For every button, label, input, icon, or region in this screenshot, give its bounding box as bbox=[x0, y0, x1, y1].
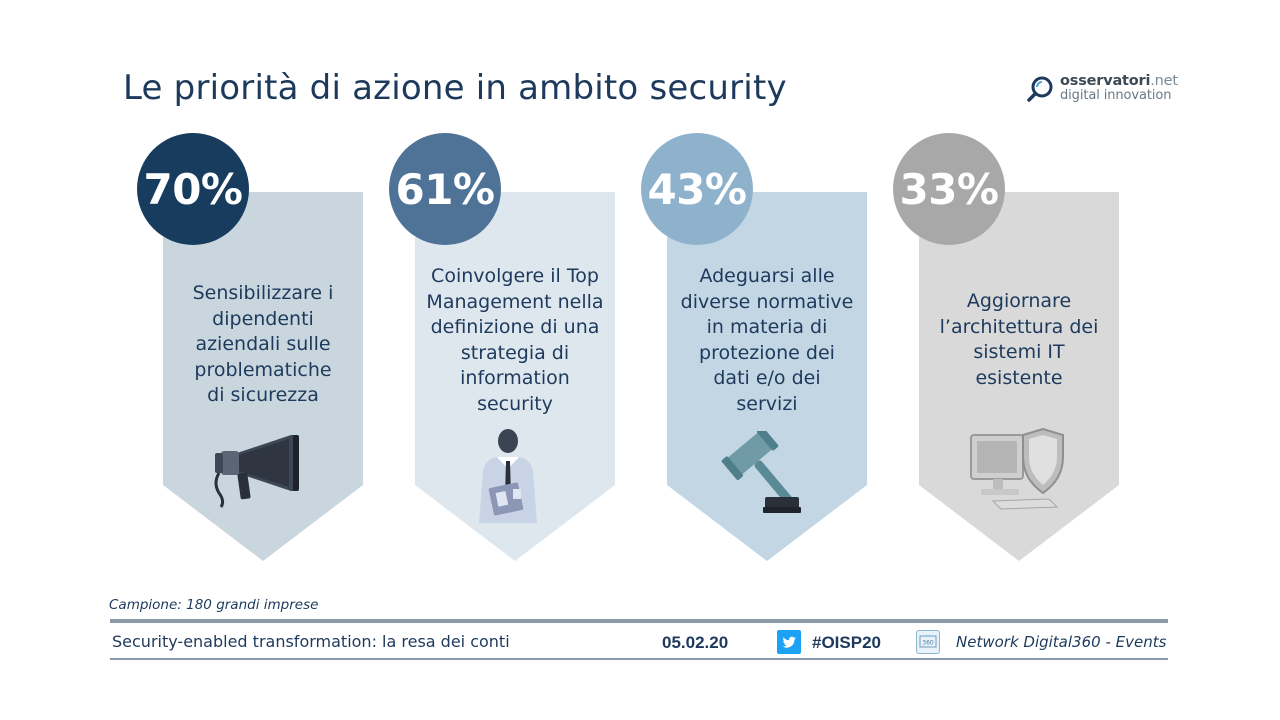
card-description: Adeguarsi alle diverse normative in mate… bbox=[667, 264, 867, 417]
osservatori-logo: osservatori.net digital innovation bbox=[1026, 73, 1178, 105]
card-line: Aggiornare bbox=[966, 290, 1072, 312]
twitter-icon bbox=[777, 630, 801, 654]
logo-name-suffix: .net bbox=[1150, 73, 1178, 89]
priority-card-2: 61% Coinvolgere il Top Management nella … bbox=[389, 133, 649, 565]
card-line: dati e/o dei bbox=[713, 367, 821, 389]
shield-computer-icon bbox=[970, 427, 1064, 510]
percent-circle: 33% bbox=[893, 133, 1005, 245]
card-line: protezione dei bbox=[699, 341, 835, 364]
percent-circle: 61% bbox=[389, 133, 501, 245]
card-line: Management nella bbox=[426, 290, 604, 313]
network-digital360-icon: 360 bbox=[916, 630, 940, 654]
priority-card-4: 33% Aggiornare l’architettura dei sistem… bbox=[893, 133, 1153, 565]
card-line: servizi bbox=[736, 392, 798, 415]
card-line: strategia di bbox=[460, 341, 570, 364]
card-line: aziendali sulle bbox=[195, 333, 331, 355]
logo-name: osservatori.net bbox=[1060, 73, 1178, 89]
logo-tagline: digital innovation bbox=[1060, 88, 1172, 103]
card-description: Aggiornare l’architettura dei sistemi IT… bbox=[919, 289, 1119, 391]
businessman-icon bbox=[479, 429, 537, 523]
card-line: definizione di una bbox=[430, 316, 600, 338]
megaphone-icon bbox=[214, 435, 299, 508]
card-line: in materia di bbox=[706, 316, 828, 338]
network-label: Network Digital360 - Events bbox=[956, 633, 1167, 651]
card-line: Adeguarsi alle bbox=[699, 265, 835, 287]
card-description: Coinvolgere il Top Management nella defi… bbox=[415, 264, 615, 417]
magnifier-logo-icon bbox=[1027, 76, 1053, 102]
card-line: di sicurezza bbox=[207, 384, 319, 406]
card-line: l’architettura dei bbox=[939, 315, 1099, 338]
footer-divider-top bbox=[110, 619, 1168, 623]
card-line: problematiche bbox=[194, 358, 332, 381]
event-title: Security-enabled transformation: la resa… bbox=[112, 632, 510, 651]
page-title: Le priorità di azione in ambito security bbox=[123, 68, 787, 108]
event-date: 05.02.20 bbox=[662, 633, 729, 652]
card-description: Sensibilizzare i dipendenti aziendali su… bbox=[163, 281, 363, 409]
card-line: security bbox=[477, 392, 553, 415]
gavel-icon bbox=[721, 431, 801, 513]
sample-note: Campione: 180 grandi imprese bbox=[109, 597, 319, 613]
card-line: Coinvolgere il Top bbox=[431, 265, 599, 287]
percent-circle: 43% bbox=[641, 133, 753, 245]
card-line: diverse normative bbox=[680, 290, 854, 313]
priority-card-3: 43% Adeguarsi alle diverse normative in … bbox=[641, 133, 901, 565]
logo-name-main: osservatori bbox=[1060, 73, 1151, 89]
chevron-panel bbox=[667, 192, 867, 561]
card-line: sistemi IT bbox=[973, 341, 1065, 363]
chevron-panel bbox=[919, 192, 1119, 561]
card-line: dipendenti bbox=[212, 307, 314, 330]
footer-divider-bottom bbox=[110, 658, 1168, 660]
chevron-panel bbox=[163, 192, 363, 561]
priority-card-1: 70% Sensibilizzare i dipendenti aziendal… bbox=[137, 133, 397, 565]
card-line: esistente bbox=[975, 366, 1063, 389]
chevron-panel bbox=[415, 192, 615, 561]
svg-text:360: 360 bbox=[922, 640, 934, 647]
card-line: Sensibilizzare i bbox=[192, 282, 334, 304]
event-hashtag: #OISP20 bbox=[812, 633, 881, 652]
percent-circle: 70% bbox=[137, 133, 249, 245]
card-line: information bbox=[460, 367, 570, 389]
